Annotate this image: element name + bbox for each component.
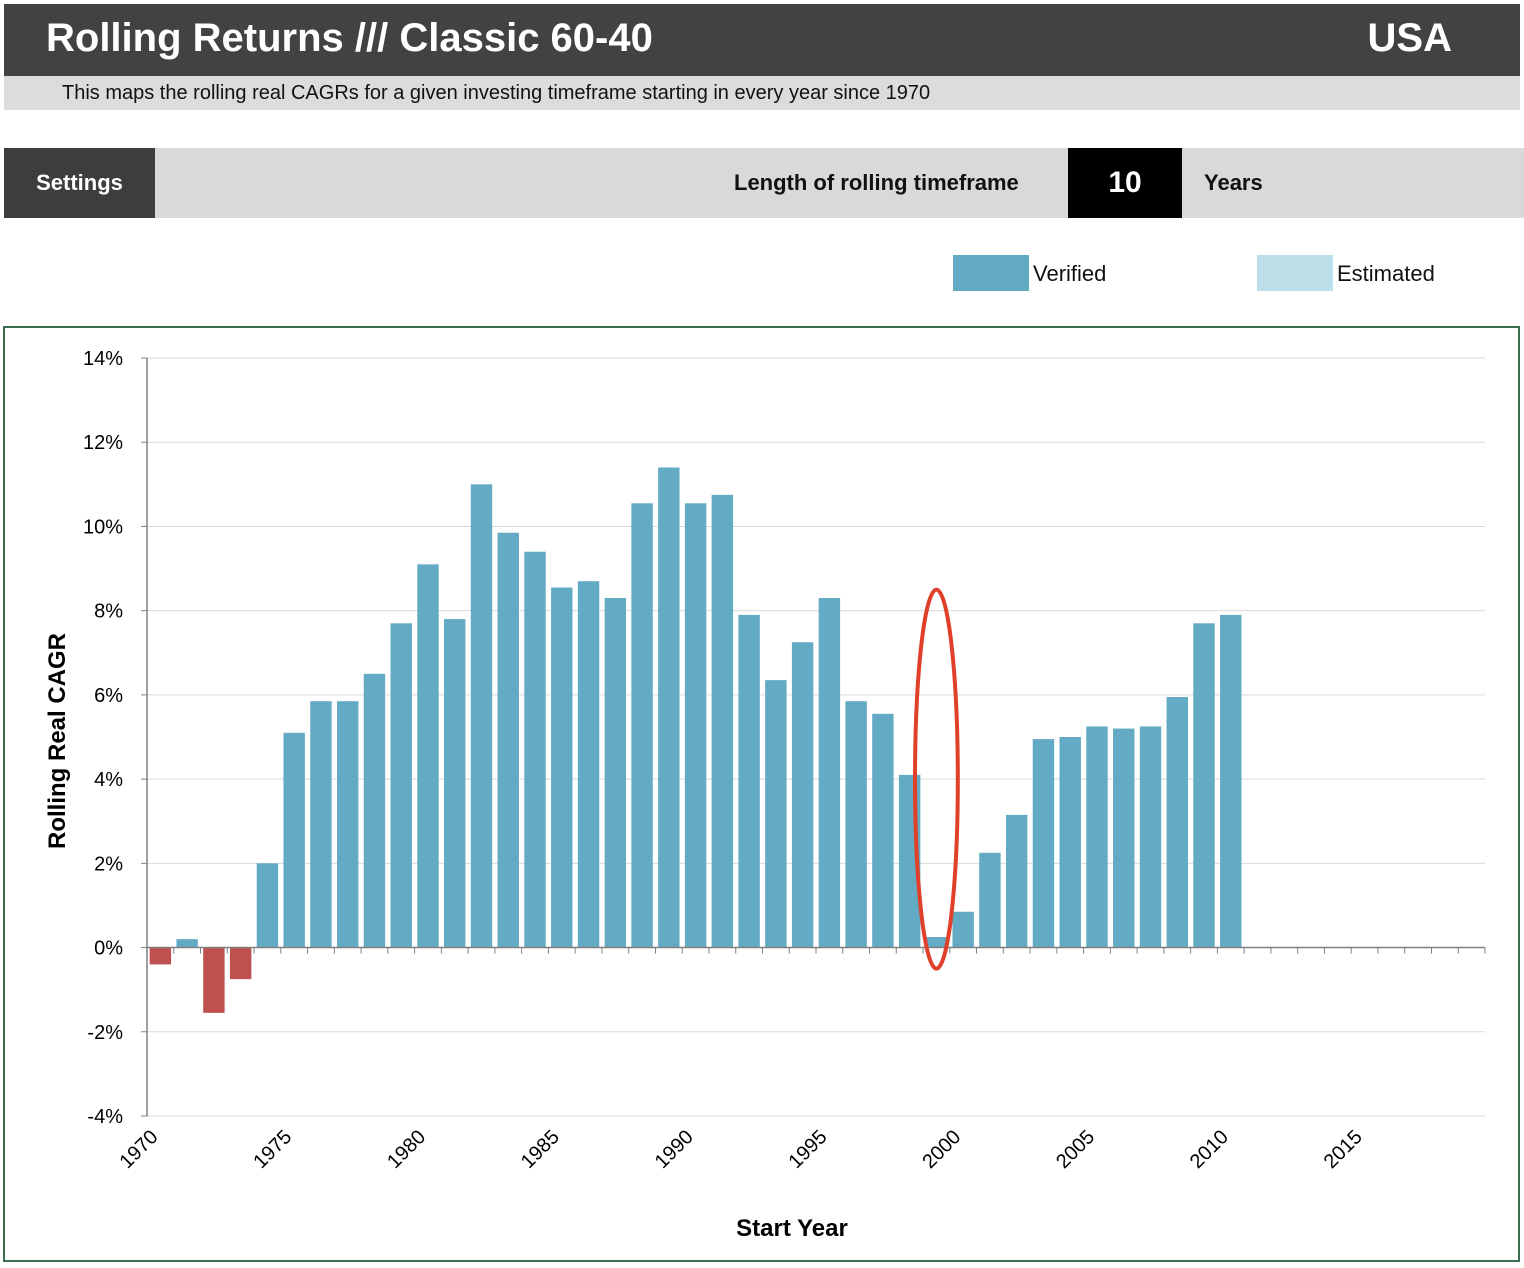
region-label: USA (1367, 16, 1452, 60)
bar-1994 (791, 642, 814, 948)
annotation-layer (913, 587, 960, 971)
chart-frame: -4% -2% 0% 2% 4% 6% 8% 10% 12% 14% 1970 1975 1980 19… (3, 326, 1520, 1262)
bar-2004 (1059, 737, 1081, 948)
bar-1999 (925, 937, 948, 948)
timeframe-unit: Years (1204, 170, 1263, 195)
y-tick-label: -4% (87, 1106, 123, 1128)
y-tick-label: 6% (94, 685, 123, 707)
bar-1983 (497, 532, 519, 948)
bar-2000 (952, 911, 974, 948)
bar-1970 (149, 947, 172, 965)
x-axis-label: Start Year (736, 1215, 848, 1242)
bar-1977 (336, 701, 359, 948)
legend-verified-swatch (953, 255, 1029, 291)
x-tick-label: 1985 (517, 1126, 564, 1173)
page-title: Rolling Returns /// Classic 60-40 (46, 16, 653, 60)
bar-1982 (470, 484, 493, 948)
legend-verified-label: Verified (1033, 261, 1107, 286)
bar-1985 (551, 587, 573, 948)
x-tick-label: 2000 (918, 1126, 965, 1173)
bar-1979 (390, 623, 412, 948)
gridlines (147, 357, 1485, 1117)
bar-2001 (979, 852, 1001, 948)
bar-2002 (1005, 814, 1028, 948)
y-tick-label: 0% (94, 938, 123, 960)
y-axis-label: Rolling Real CAGR (44, 633, 71, 849)
timeframe-input[interactable]: 10 (1068, 148, 1182, 218)
x-tick-label: 1990 (651, 1126, 698, 1173)
x-tick-label: 1975 (249, 1126, 296, 1173)
bar-1975 (283, 732, 305, 948)
timeframe-label: Length of rolling timeframe (734, 170, 1019, 195)
bar-1988 (631, 503, 653, 948)
bar-1974 (256, 863, 279, 948)
x-tick-labels: 1970 1975 1980 1985 1990 1995 2000 2005 2010 2015 (116, 1126, 1367, 1173)
x-tick-label: 1970 (116, 1126, 163, 1173)
subtitle-bar: This maps the rolling real CAGRs for a g… (4, 76, 1520, 110)
bar-1993 (765, 680, 787, 948)
axes (141, 357, 1486, 1117)
highlight-ellipse (913, 587, 960, 971)
legend-estimated-label: Estimated (1337, 261, 1435, 286)
bar-2005 (1086, 726, 1108, 948)
bar-1971 (176, 939, 198, 948)
x-tick-label: 2015 (1320, 1126, 1367, 1173)
x-tick-label: 1980 (383, 1126, 430, 1173)
bar-2003 (1032, 739, 1055, 948)
settings-button[interactable]: Settings (4, 148, 155, 218)
bar-2010 (1220, 614, 1242, 948)
bar-1992 (738, 614, 760, 948)
subtitle-text: This maps the rolling real CAGRs for a g… (62, 82, 931, 104)
bar-1980 (417, 564, 439, 948)
bar-1996 (845, 701, 867, 948)
bar-1990 (684, 503, 707, 948)
bars (149, 467, 1242, 1013)
y-tick-label: 2% (94, 853, 123, 875)
bar-1997 (872, 713, 894, 948)
bar-1978 (363, 673, 386, 948)
bar-1984 (524, 551, 546, 948)
y-tick-label: -2% (87, 1022, 123, 1044)
bar-2006 (1113, 728, 1135, 948)
bar-1995 (818, 598, 841, 948)
bar-1976 (310, 701, 332, 948)
y-tick-label: 14% (83, 348, 123, 370)
y-tick-label: 8% (94, 601, 123, 623)
bar-1973 (229, 947, 252, 980)
chart-svg: -4%-2%0%2%4%6%8%10%12%14% 1970 1975 1980 19… (44, 348, 1486, 1242)
bar-2008 (1166, 696, 1188, 948)
y-tick-labels: -4% -2% 0% 2% 4% 6% 8% 10% 12% 14% (83, 348, 123, 1128)
x-tick-label: 1995 (785, 1126, 832, 1173)
settings-bar: Settings Length of rolling timeframe 10 … (4, 148, 1524, 218)
legend-estimated-swatch (1257, 255, 1333, 291)
header-bar: Rolling Returns /// Classic 60-40 USA (4, 4, 1520, 76)
x-tick-label: 2005 (1052, 1126, 1099, 1173)
bar-2009 (1193, 623, 1215, 948)
y-tick-label: 4% (94, 769, 123, 791)
bar-1991 (711, 494, 734, 948)
bar-1987 (604, 598, 627, 948)
x-tick-label: 2010 (1186, 1126, 1233, 1173)
bar-1986 (577, 581, 600, 948)
bar-1972 (203, 947, 225, 1013)
y-tick-label: 12% (83, 432, 123, 454)
bar-1981 (444, 619, 466, 948)
bar-2007 (1139, 726, 1162, 948)
bar-1989 (658, 467, 680, 948)
y-tick-label: 10% (83, 516, 123, 538)
